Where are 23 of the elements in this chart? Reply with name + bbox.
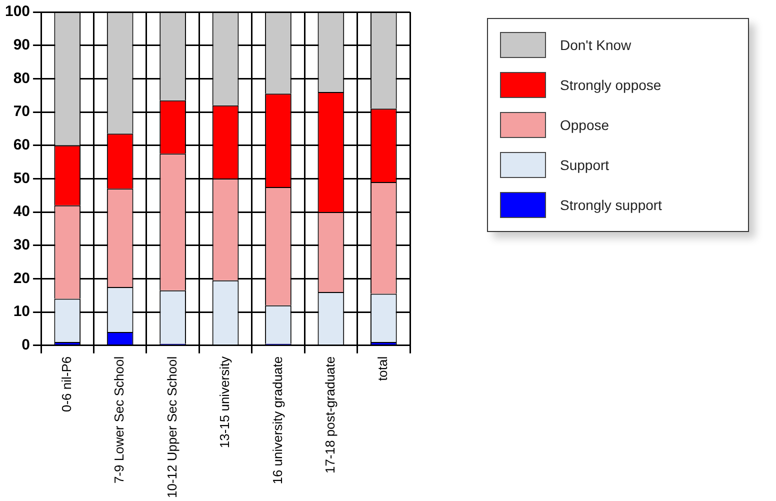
y-tick-label: 20 [13, 270, 30, 287]
y-tick-label: 60 [13, 136, 30, 154]
legend-label: Strongly support [560, 197, 662, 213]
y-tick-label: 90 [13, 36, 30, 54]
x-tick-label: 13-15 university [217, 356, 232, 448]
y-tick-label: 10 [13, 303, 30, 320]
legend-label: Oppose [560, 117, 610, 133]
y-tick-label: 80 [13, 70, 30, 87]
y-tick-label: 70 [13, 103, 30, 120]
x-tick-label: total [375, 356, 390, 381]
y-tick-label: 50 [13, 170, 30, 187]
y-tick-label: 30 [13, 236, 30, 254]
x-tick-label: 0-6 nil-P6 [58, 356, 74, 412]
x-tick-label: 17-18 post-graduate [322, 356, 338, 474]
y-tick-label: 100 [4, 3, 30, 20]
x-tick-label: 10-12 Upper Sec School [164, 356, 180, 498]
legend-label: Don't Know [560, 37, 632, 53]
legend-label: Support [560, 157, 610, 173]
y-tick-label: 0 [22, 336, 30, 354]
x-tick-label: 7-9 Lower Sec School [112, 356, 127, 484]
y-tick-label: 40 [13, 203, 30, 220]
x-tick-label: 16 university graduate [270, 356, 285, 484]
legend-label: Strongly oppose [560, 77, 662, 93]
